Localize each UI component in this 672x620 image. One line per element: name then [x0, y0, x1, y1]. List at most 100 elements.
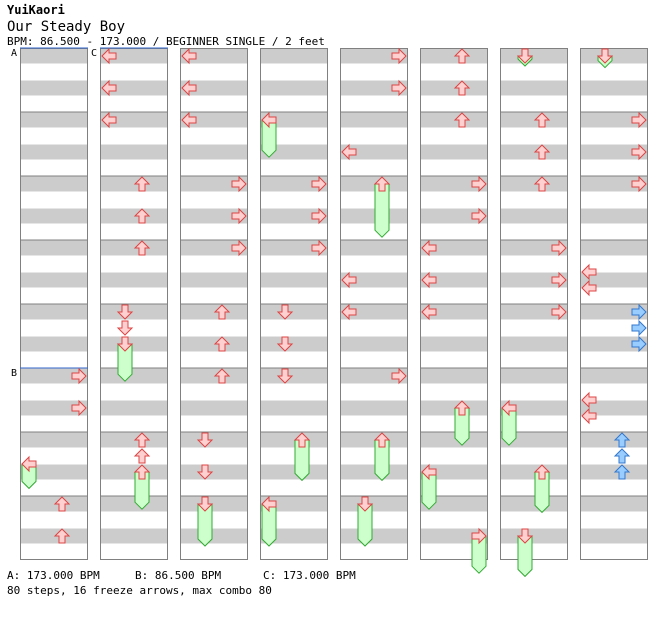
stripe — [420, 208, 488, 224]
chart-column — [340, 48, 408, 560]
stripe — [100, 80, 168, 96]
freeze-arrow-head — [471, 527, 487, 545]
freeze-arrow-head — [516, 528, 534, 544]
stripe — [580, 176, 648, 192]
stripe — [180, 112, 248, 128]
freeze-arrow-head — [133, 464, 151, 480]
stripe — [420, 48, 488, 64]
stripe — [500, 48, 568, 64]
stripe — [180, 496, 248, 512]
arrow-blue-up — [613, 432, 631, 448]
arrow-right — [311, 175, 327, 193]
stripe — [500, 304, 568, 320]
arrow-down — [276, 304, 294, 320]
arrow-left — [421, 271, 437, 289]
arrow-left — [581, 391, 597, 409]
arrow-left — [581, 263, 597, 281]
arrow-up — [453, 112, 471, 128]
stripe — [340, 336, 408, 352]
stripe — [180, 368, 248, 384]
stripe — [20, 176, 88, 192]
stripe — [180, 240, 248, 256]
arrow-right — [231, 239, 247, 257]
stripe — [340, 144, 408, 160]
arrow-right — [551, 271, 567, 289]
stripe — [260, 112, 328, 128]
arrow-up — [133, 208, 151, 224]
stripe — [340, 272, 408, 288]
stripe — [420, 144, 488, 160]
arrow-up — [133, 432, 151, 448]
stripe — [420, 496, 488, 512]
arrow-right — [551, 303, 567, 321]
stripe — [180, 304, 248, 320]
arrow-up — [53, 528, 71, 544]
stripe — [340, 464, 408, 480]
stripe — [260, 80, 328, 96]
freeze-arrow-head — [453, 400, 471, 416]
arrow-left — [421, 239, 437, 257]
chart-info: BPM: 86.500 - 173.000 / BEGINNER SINGLE … — [7, 35, 325, 48]
stripe — [100, 496, 168, 512]
stripe — [260, 48, 328, 64]
arrow-down — [276, 368, 294, 384]
stripe — [180, 464, 248, 480]
chart-column — [420, 48, 488, 560]
arrow-up — [133, 240, 151, 256]
stripe — [500, 336, 568, 352]
stripe — [420, 528, 488, 544]
stripe — [20, 80, 88, 96]
stripe — [420, 368, 488, 384]
stripe — [100, 272, 168, 288]
stripe — [20, 368, 88, 384]
arrow-right — [631, 143, 647, 161]
arrow-right — [311, 239, 327, 257]
arrow-left — [341, 303, 357, 321]
song-title: Our Steady Boy — [7, 19, 126, 35]
stripe — [180, 144, 248, 160]
stripe — [100, 368, 168, 384]
stripe — [100, 240, 168, 256]
stripe — [420, 464, 488, 480]
freeze-arrow-head — [261, 495, 277, 513]
arrow-up — [533, 144, 551, 160]
stripe — [260, 144, 328, 160]
stripe — [580, 80, 648, 96]
freeze-arrow-head — [421, 463, 437, 481]
stripe — [260, 304, 328, 320]
stripe — [580, 496, 648, 512]
stripe — [100, 432, 168, 448]
stripe — [20, 304, 88, 320]
stripe — [420, 176, 488, 192]
stripe — [20, 208, 88, 224]
stripe — [580, 464, 648, 480]
arrow-left — [181, 79, 197, 97]
stripe — [420, 240, 488, 256]
stripe — [580, 240, 648, 256]
freeze-arrow-head — [373, 176, 391, 192]
arrow-left — [101, 111, 117, 129]
arrow-right — [551, 239, 567, 257]
stripe — [260, 272, 328, 288]
stripe — [420, 336, 488, 352]
arrow-left — [181, 47, 197, 65]
arrow-left — [181, 111, 197, 129]
freeze-arrow-head — [293, 432, 311, 448]
stripe — [500, 400, 568, 416]
arrow-right — [231, 207, 247, 225]
stripe — [180, 80, 248, 96]
arrow-up — [213, 368, 231, 384]
arrow-right — [631, 111, 647, 129]
freeze-arrow-head — [373, 432, 391, 448]
bpm-marker-label: B — [11, 368, 17, 379]
arrow-up — [453, 48, 471, 64]
stripe — [100, 144, 168, 160]
arrow-left — [341, 271, 357, 289]
stripe — [180, 48, 248, 64]
stripe — [180, 432, 248, 448]
stripe — [580, 400, 648, 416]
arrow-right — [391, 47, 407, 65]
arrow-up — [133, 176, 151, 192]
arrow-down — [276, 336, 294, 352]
stripe — [580, 368, 648, 384]
